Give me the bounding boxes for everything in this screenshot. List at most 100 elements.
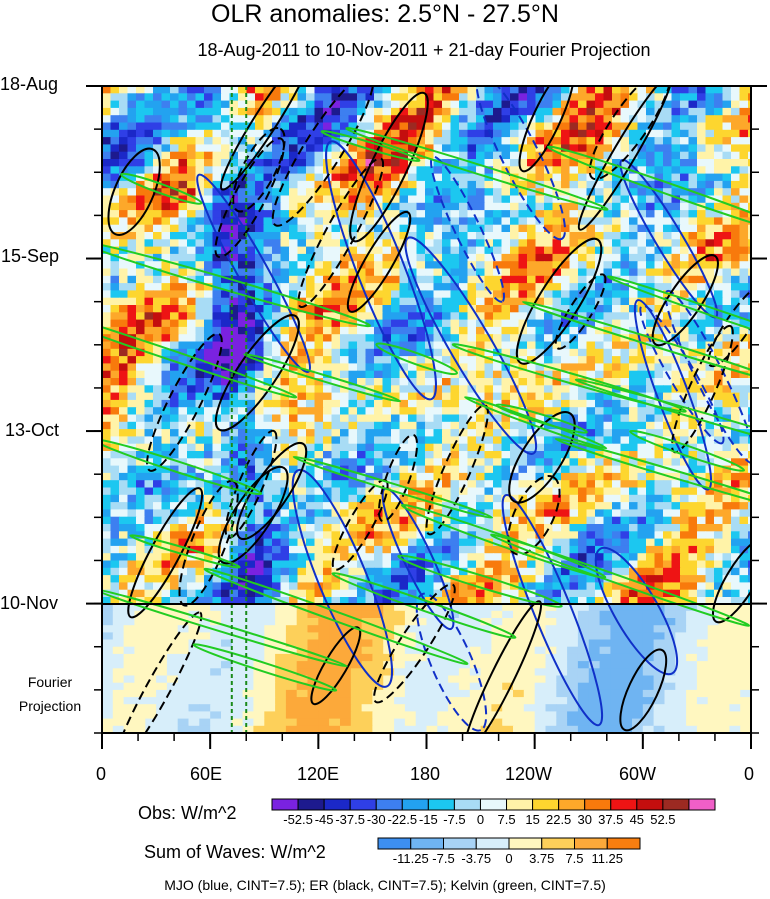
heat-cell bbox=[654, 370, 664, 379]
heat-cell bbox=[620, 378, 630, 386]
heat-cell bbox=[425, 326, 435, 335]
heat-cell bbox=[144, 232, 154, 240]
heat-cell bbox=[450, 487, 460, 496]
heat-cell bbox=[663, 202, 673, 211]
heat-cell bbox=[552, 494, 562, 503]
heat-cell bbox=[246, 326, 256, 335]
heat-cell bbox=[187, 312, 197, 321]
heat-cell bbox=[221, 370, 231, 379]
heat-cell bbox=[280, 545, 290, 554]
heat-cell bbox=[578, 166, 588, 175]
heat-cell bbox=[255, 421, 265, 430]
heat-cell bbox=[246, 129, 256, 138]
heat-cell bbox=[110, 188, 120, 197]
heat-cell bbox=[501, 239, 511, 248]
heat-cell bbox=[680, 180, 690, 189]
heat-cell bbox=[425, 319, 435, 328]
heat-cell bbox=[646, 502, 656, 510]
heat-cell bbox=[119, 348, 129, 357]
heat-cell bbox=[688, 385, 698, 394]
heat-cell bbox=[365, 326, 375, 335]
heat-cell bbox=[467, 399, 477, 408]
heat-cell bbox=[195, 414, 205, 423]
heat-cell bbox=[212, 86, 222, 94]
heat-cell bbox=[365, 356, 375, 364]
heat-cell bbox=[680, 399, 690, 408]
heat-cell bbox=[323, 180, 333, 189]
heat-cell bbox=[365, 436, 375, 445]
heat-cell bbox=[510, 246, 520, 255]
heat-cell bbox=[620, 129, 630, 138]
heat-cell bbox=[144, 363, 154, 372]
heat-cell bbox=[297, 553, 307, 562]
heat-cell bbox=[459, 268, 469, 277]
heat-cell bbox=[705, 363, 715, 372]
heat-cell bbox=[187, 516, 197, 525]
heat-cell bbox=[688, 516, 698, 525]
heat-cell bbox=[119, 421, 129, 430]
heat-cell bbox=[212, 129, 222, 138]
heat-cell bbox=[110, 451, 120, 459]
heat-cell bbox=[408, 195, 418, 204]
heat-cell bbox=[620, 465, 630, 474]
heat-cell bbox=[459, 100, 469, 109]
heat-cell bbox=[382, 414, 392, 423]
heat-cell bbox=[127, 399, 137, 408]
heat-cell bbox=[391, 173, 401, 182]
heat-cell bbox=[433, 378, 443, 386]
heat-cell bbox=[297, 173, 307, 182]
heat-cell bbox=[297, 429, 307, 437]
heat-cell bbox=[246, 399, 256, 408]
heat-cell bbox=[612, 348, 622, 357]
heat-cell bbox=[527, 312, 537, 321]
heat-cell bbox=[620, 305, 630, 313]
heat-cell bbox=[450, 429, 460, 437]
heat-cell bbox=[688, 246, 698, 255]
heat-cell bbox=[561, 545, 571, 554]
heat-cell bbox=[578, 472, 588, 481]
heat-cell bbox=[663, 122, 673, 131]
heat-cell bbox=[476, 93, 486, 102]
heat-cell bbox=[476, 480, 486, 489]
heat-cell bbox=[748, 516, 751, 525]
heat-cell bbox=[272, 356, 282, 364]
heat-cell bbox=[314, 137, 324, 145]
heat-cell bbox=[391, 392, 401, 401]
heat-cell bbox=[425, 195, 435, 204]
heat-cell bbox=[374, 151, 384, 160]
heat-cell bbox=[170, 232, 180, 240]
heat-cell bbox=[484, 202, 494, 211]
heat-cell bbox=[595, 341, 605, 350]
heat-cell bbox=[263, 429, 273, 437]
heat-cell bbox=[331, 195, 341, 204]
heat-cell bbox=[323, 341, 333, 350]
heat-cell bbox=[561, 319, 571, 328]
heat-cell bbox=[612, 451, 622, 459]
heat-cell bbox=[382, 443, 392, 452]
heat-cell bbox=[178, 341, 188, 350]
heat-cell bbox=[450, 195, 460, 204]
heat-cell bbox=[229, 86, 239, 94]
heat-cell bbox=[680, 524, 690, 532]
heat-cell bbox=[229, 173, 239, 182]
heat-cell bbox=[246, 115, 256, 124]
heat-cell bbox=[671, 217, 681, 226]
heat-cell bbox=[748, 107, 751, 116]
heat-cell bbox=[722, 122, 732, 131]
heat-cell bbox=[739, 159, 749, 167]
heat-cell bbox=[365, 312, 375, 321]
heat-cell bbox=[450, 246, 460, 255]
heat-cell bbox=[612, 195, 622, 204]
heat-cell bbox=[391, 100, 401, 109]
heat-cell bbox=[280, 334, 290, 343]
heat-cell bbox=[731, 545, 741, 554]
heat-cell bbox=[289, 290, 299, 299]
heat-cell bbox=[153, 465, 163, 474]
heat-cell bbox=[289, 531, 299, 540]
heat-cell bbox=[314, 86, 324, 94]
heat-cell bbox=[714, 246, 724, 255]
heat-cell bbox=[518, 202, 528, 211]
heat-cell bbox=[731, 399, 741, 408]
heat-cell bbox=[671, 188, 681, 197]
heat-cell bbox=[382, 180, 392, 189]
